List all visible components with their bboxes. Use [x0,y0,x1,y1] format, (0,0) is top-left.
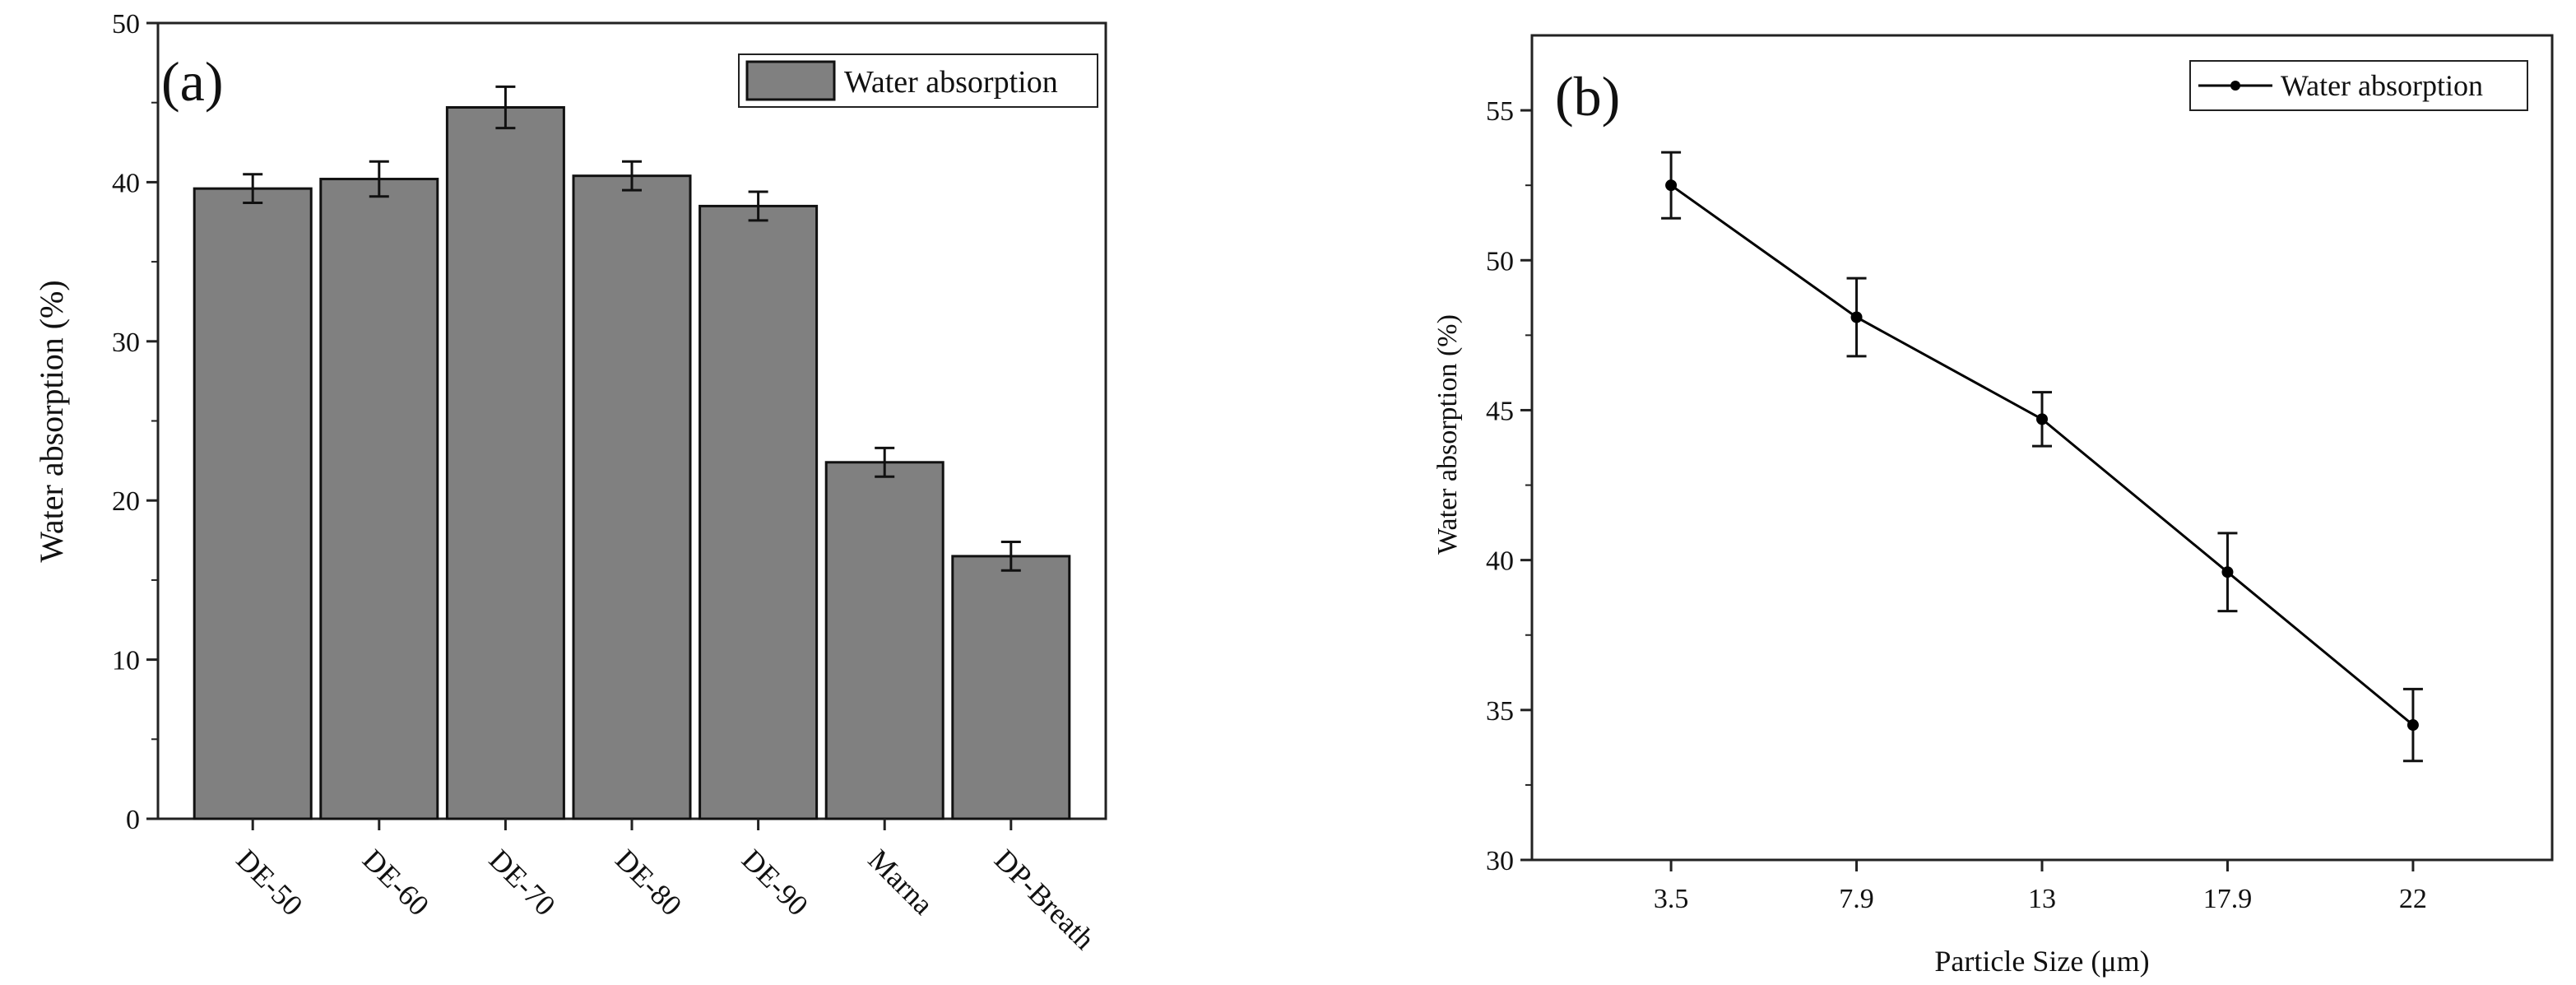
x-tick-label: DE-80 [609,843,688,922]
data-point-3.5 [1665,179,1678,192]
error-bar-de-50 [243,173,263,205]
panel-b-y-axis-title: Water absorption (%) [1432,314,1463,555]
y-tick-label: 40 [1486,546,1514,577]
panel-a: 0 10 20 30 40 50 DE-50 DE-60 DE-70 DE-80 DE-90 Mar… [33,9,1107,956]
panel-b: 30 35 40 45 50 55 3.5 7.9 13 17.9 22 (b) Water ab… [1432,34,2554,978]
error-bar-de-80 [622,160,642,192]
panel-a-label: (a) [161,50,223,113]
y-tick-label: 55 [1486,96,1514,127]
panel-a-y-axis: 0 10 20 30 40 50 [112,9,158,835]
error-bar-marna [875,446,895,478]
panel-a-error-bars [243,85,1021,572]
y-tick-label: 30 [1486,846,1514,876]
panel-a-legend: Water absorption [738,53,1098,108]
x-tick-label: DE-50 [230,843,309,922]
x-tick-label: 7.9 [1839,884,1874,914]
x-tick-label: 3.5 [1654,884,1689,914]
panel-b-label: (b) [1555,65,1620,128]
panel-b-series-line [1670,184,2414,727]
panel-b-legend-marker [2230,81,2240,91]
bar-dp-breath [951,555,1071,820]
y-tick-label: 30 [112,328,140,358]
data-point-7.9 [1850,311,1863,323]
panel-b-y-axis: 30 35 40 45 50 55 [1486,96,1532,876]
panel-b-error-bars [1661,151,2423,763]
y-tick-label: 40 [112,168,140,198]
panel-a-x-axis: DE-50 DE-60 DE-70 DE-80 DE-90 Marna DP-Breath [230,819,1101,956]
x-tick-label: 13 [2028,884,2056,914]
x-tick-label: DE-60 [356,843,435,922]
error-bar-de-60 [369,160,389,198]
error-bar-de-70 [495,85,516,130]
bar-de-80 [572,174,692,820]
data-point-17.9 [2221,566,2234,578]
bar-de-60 [319,178,439,820]
y-tick-label: 45 [1486,396,1514,426]
x-tick-label: 22 [2399,884,2427,914]
panel-b-legend: Water absorption [2189,60,2528,111]
x-tick-label: DE-90 [736,843,815,922]
panel-b-plot-frame [1530,34,2554,862]
x-tick-label: DE-70 [483,843,562,922]
y-tick-label: 35 [1486,696,1514,727]
y-tick-label: 10 [112,646,140,676]
panel-a-legend-label: Water absorption [844,65,1058,100]
bar-de-90 [699,204,819,820]
data-point-13 [2036,413,2048,425]
panel-b-x-axis-title: Particle Size (μm) [1934,945,2149,978]
panel-b-points [1665,179,2419,732]
bar-de-50 [193,187,313,820]
error-bar-dp-breath [1000,540,1021,572]
y-tick-label: 20 [112,486,140,517]
x-tick-label: DP-Breath [988,843,1101,955]
panel-b-legend-label: Water absorption [2281,69,2483,102]
y-tick-label: 50 [1486,246,1514,276]
bar-marna [824,461,945,820]
panel-b-x-axis: 3.5 7.9 13 17.9 22 [1654,860,2427,914]
error-bar-de-90 [748,190,768,222]
data-point-22 [2407,719,2419,732]
panel-a-bars [193,106,1071,820]
panel-a-y-axis-title: Water absorption (%) [33,280,70,562]
y-tick-label: 50 [112,9,140,39]
x-tick-label: 17.9 [2203,884,2253,914]
panel-a-legend-swatch [745,60,836,101]
y-tick-label: 0 [126,805,140,835]
x-tick-label: Marna [862,843,940,921]
bar-de-70 [445,106,565,820]
